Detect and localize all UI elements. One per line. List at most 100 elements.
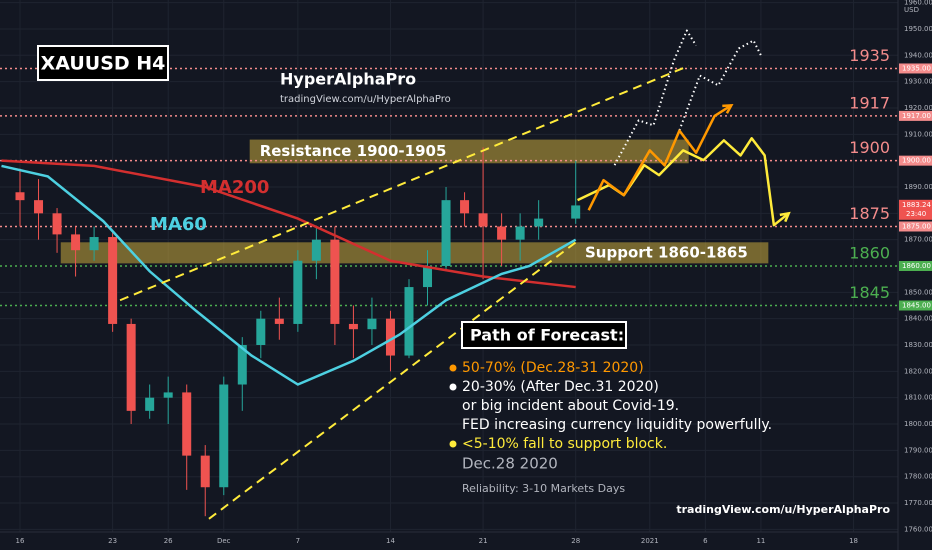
candle-body <box>52 213 62 235</box>
candle-body <box>404 287 414 356</box>
ma200-label: MA200 <box>200 177 269 198</box>
forecast-note: <5-10% fall to support block. <box>462 436 667 452</box>
candle-body <box>237 345 247 385</box>
level-tag-box <box>899 221 932 232</box>
candle-body <box>15 192 25 201</box>
candle-body <box>182 392 192 456</box>
candle-body <box>200 455 210 488</box>
candle-body <box>163 392 173 398</box>
x-tick-label: 7 <box>296 537 300 545</box>
candle-body <box>534 218 544 227</box>
y-tick-label: 1830.00 <box>904 341 932 349</box>
last-price-box <box>899 199 932 220</box>
candle-body <box>571 205 581 219</box>
forecast-title: Path of Forecast: <box>470 326 624 345</box>
y-tick-label: 1800.00 <box>904 420 932 428</box>
y-tick-label: 1950.00 <box>904 25 932 33</box>
level-tag: 1900.00 <box>902 157 931 165</box>
y-tick-label: 1850.00 <box>904 288 932 296</box>
forecast-note: or big incident about Covid-19. <box>462 398 679 414</box>
candle-body <box>71 234 81 251</box>
title-box <box>37 45 169 81</box>
ma-line <box>1 164 577 386</box>
candle-body <box>441 200 451 266</box>
x-tick-label: 16 <box>16 537 25 545</box>
countdown: 23:40 <box>906 210 926 218</box>
y-tick-label: 1930.00 <box>904 78 932 86</box>
forecast-path <box>613 29 697 166</box>
candle-body <box>145 397 155 411</box>
forecast-note: 20-30% (After Dec.31 2020) <box>462 379 659 395</box>
x-tick-label: 28 <box>571 537 580 545</box>
arrow-head <box>779 211 791 223</box>
candle-body <box>515 226 525 240</box>
candle-body <box>256 318 266 346</box>
level-label: 1900 <box>849 138 890 157</box>
y-tick-label: 1820.00 <box>904 367 932 375</box>
bullet <box>449 364 457 372</box>
x-tick-label: Dec <box>217 537 231 545</box>
candle-body <box>330 239 340 324</box>
candle-body <box>293 260 303 324</box>
level-label: 1845 <box>849 283 890 302</box>
chart-title: XAUUSD H4 <box>41 53 166 75</box>
level-label: 1860 <box>849 244 890 263</box>
ma60-label: MA60 <box>150 214 207 235</box>
candle-body <box>219 384 229 488</box>
zone-label: Resistance 1900-1905 <box>260 142 447 160</box>
level-label: 1875 <box>849 204 890 223</box>
zone <box>60 242 769 264</box>
y-tick-label: 1920.00 <box>904 104 932 112</box>
level-tag: 1935.00 <box>902 64 931 72</box>
forecast-path <box>587 104 732 211</box>
level-tag: 1917.00 <box>902 112 931 120</box>
arrow-head <box>722 103 734 114</box>
candle-body <box>423 266 433 288</box>
footer-url: tradingView.com/u/HyperAlphaPro <box>676 503 890 516</box>
bullet <box>449 440 457 448</box>
y-tick-label: 1790.00 <box>904 446 932 454</box>
x-tick-label: 14 <box>386 537 395 545</box>
channel-line <box>208 238 581 520</box>
author: HyperAlphaPro <box>280 70 416 89</box>
candle-body <box>89 237 99 251</box>
level-tag-box <box>899 261 932 271</box>
y-tick-label: 1770.00 <box>904 499 932 507</box>
forecast-note: 50-70% (Dec.28-31 2020) <box>462 360 644 376</box>
candle-body <box>478 213 488 227</box>
currency: USD <box>904 6 919 14</box>
level-tag: 1860.00 <box>902 262 931 270</box>
x-tick-label: 21 <box>479 537 488 545</box>
x-tick-label: 18 <box>849 537 858 545</box>
reliability: Reliability: 3-10 Markets Days <box>462 482 625 495</box>
x-tick-label: 23 <box>108 537 117 545</box>
level-label: 1917 <box>849 93 890 112</box>
y-tick-label: 1810.00 <box>904 394 932 402</box>
x-tick-label: 26 <box>164 537 173 545</box>
y-tick-label: 1890.00 <box>904 183 932 191</box>
bullet <box>449 383 457 391</box>
candle-body <box>385 318 395 356</box>
level-label: 1935 <box>849 46 890 65</box>
x-tick-label: 6 <box>703 537 708 545</box>
candle-body <box>348 323 358 330</box>
candle-body <box>126 323 136 411</box>
x-tick-label: 2021 <box>641 537 659 545</box>
y-tick-label: 1840.00 <box>904 315 932 323</box>
zone <box>249 139 689 164</box>
date: Dec.28 2020 <box>462 455 558 473</box>
level-tag: 1845.00 <box>902 302 931 310</box>
level-tag-box <box>899 63 932 74</box>
level-tag: 1875.00 <box>902 222 931 230</box>
channel-line <box>119 64 690 302</box>
candle-body <box>367 318 377 330</box>
y-tick-label: 1780.00 <box>904 473 932 481</box>
level-tag-box <box>899 155 932 166</box>
zone-label: Support 1860-1865 <box>585 243 748 261</box>
candle-body <box>274 318 284 324</box>
y-tick-label: 1870.00 <box>904 236 932 244</box>
last-price-label: 1883.24 <box>902 201 931 209</box>
forecast-title-box <box>461 321 627 349</box>
author-url: tradingView.com/u/HyperAlphaPro <box>280 94 451 105</box>
